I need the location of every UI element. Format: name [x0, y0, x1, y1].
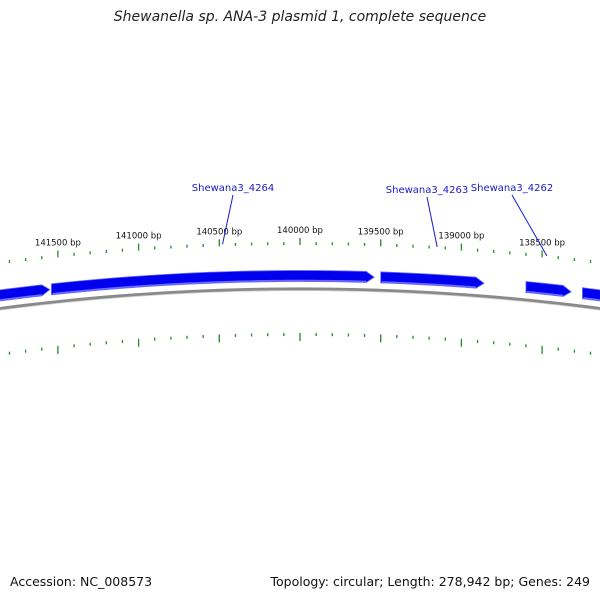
gene-labels: Shewana3_4264 Shewana3_4263 Shewana3_4262 — [192, 183, 553, 257]
outer-tick-track — [8, 238, 592, 263]
gene-label-leader — [222, 194, 234, 245]
gene-arrow-shade — [583, 297, 600, 301]
sequence-backbone-track — [0, 287, 600, 311]
position-label: 139500 bp — [358, 227, 404, 237]
position-label: 140500 bp — [196, 227, 242, 237]
position-label: 138500 bp — [519, 238, 565, 248]
gene-arrow — [380, 271, 485, 289]
position-label: 140000 bp — [277, 226, 323, 236]
position-label: 141500 bp — [35, 238, 81, 248]
gene-arrow — [0, 284, 51, 302]
gene-arrow-shade — [526, 290, 564, 297]
gene-label: Shewana3_4262 — [471, 183, 553, 194]
gene-track — [0, 270, 600, 302]
gene-label-leader — [426, 196, 438, 248]
inner-tick-track — [8, 333, 592, 355]
gene-arrow-shade — [0, 294, 42, 301]
map-title: Shewanella sp. ANA-3 plasmid 1, complete… — [113, 9, 487, 25]
gene-label-leader — [511, 194, 548, 257]
sequence-summary-text: Topology: circular; Length: 278,942 bp; … — [270, 574, 591, 589]
gene-arrow — [582, 287, 600, 302]
gene-label: Shewana3_4264 — [192, 183, 274, 194]
position-labels: 141500 bp 141000 bp 140500 bp 140000 bp 1395… — [35, 226, 565, 248]
accession-text: Accession: NC_008573 — [10, 574, 153, 589]
gene-arrow-shade — [52, 279, 367, 295]
backbone-highlight — [0, 290, 600, 311]
position-label: 141000 bp — [116, 232, 162, 242]
backbone-line — [0, 287, 600, 311]
gene-label: Shewana3_4263 — [386, 185, 468, 196]
gene-arrow-shade — [381, 281, 477, 288]
position-label: 139000 bp — [438, 232, 484, 242]
